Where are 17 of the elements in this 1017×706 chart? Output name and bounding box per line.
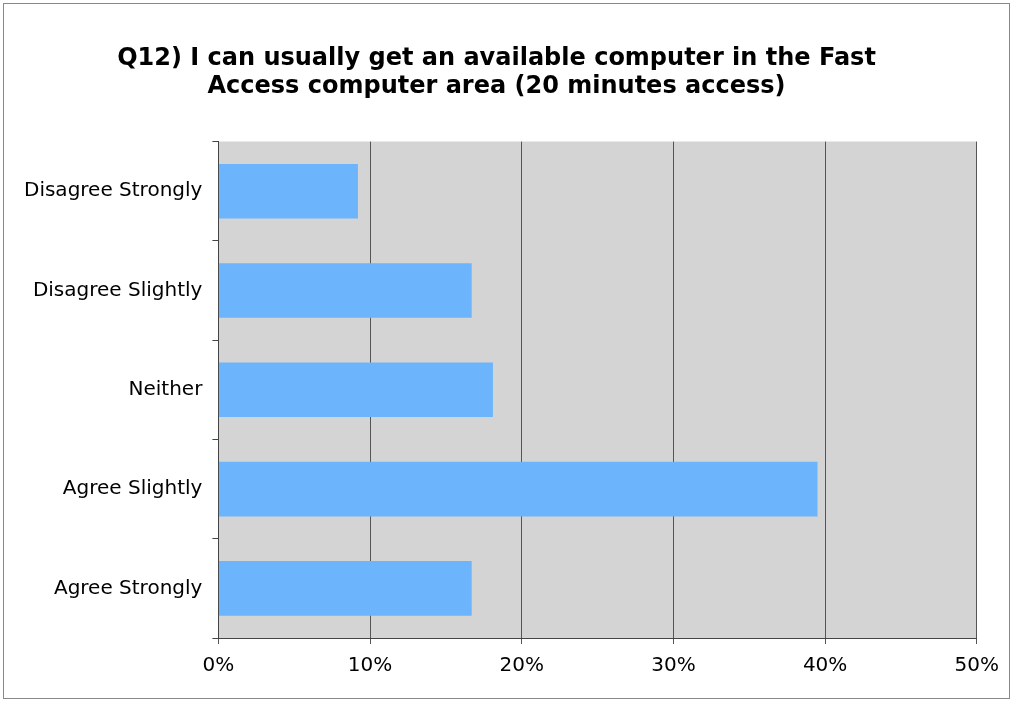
- y-tick-label: Neither: [128, 376, 204, 400]
- y-tick-label: Agree Strongly: [53, 574, 203, 599]
- bar: [218, 561, 472, 616]
- bar: [218, 461, 818, 517]
- x-tick-label: 30%: [651, 652, 696, 677]
- x-tick-label: 40%: [802, 652, 848, 677]
- bar: [218, 362, 493, 418]
- chart-title: Q12) I can usually get an available computer in the Fast Access computer area (20 minutes access): [117, 42, 876, 100]
- y-tick-label: Disagree Strongly: [23, 177, 203, 202]
- bar: [218, 163, 358, 219]
- y-tick-label: Agree Slightly: [62, 475, 203, 500]
- x-tick-label: 20%: [499, 652, 544, 677]
- y-tick-label: Disagree Slightly: [32, 276, 203, 301]
- x-tick-label: 10%: [347, 652, 393, 677]
- x-tick-label: 50%: [954, 652, 999, 677]
- x-tick-label: 0%: [202, 652, 235, 677]
- bar: [218, 263, 472, 318]
